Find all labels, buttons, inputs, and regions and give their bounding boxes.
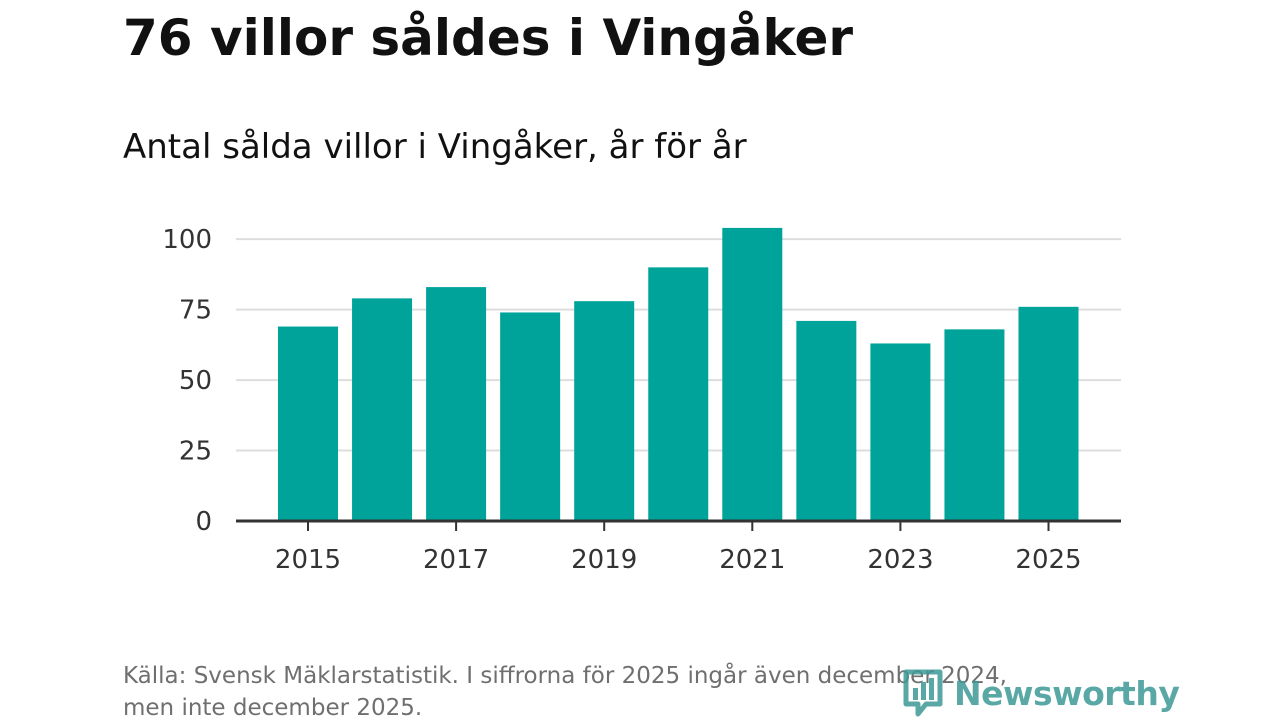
axes — [236, 519, 1121, 531]
source-line-1: Källa: Svensk Mäklarstatistik. I siffror… — [123, 663, 1007, 689]
y-tick-label-25: 25 — [179, 437, 212, 467]
bar-2016 — [352, 298, 413, 521]
bar-2018 — [500, 312, 561, 521]
y-tick-label-0: 0 — [195, 507, 212, 537]
bar-2020 — [648, 267, 709, 521]
chart-subtitle: Antal sålda villor i Vingåker, år för år — [123, 127, 747, 167]
bars — [278, 227, 1079, 521]
x-tick-label-2017: 2017 — [423, 545, 489, 575]
bar-2019 — [574, 301, 635, 521]
source-line-2: men inte december 2025. — [123, 695, 423, 720]
tick-labels: 0 25 50 75 100 2015 2017 2019 2021 2023 2025 — [162, 225, 1081, 575]
bar-2025 — [1018, 306, 1079, 521]
x-tick-label-2019: 2019 — [571, 545, 637, 575]
brand-name: Newsworthy — [954, 673, 1180, 713]
bar-2017 — [426, 287, 487, 521]
x-tick-label-2021: 2021 — [719, 545, 785, 575]
chart-title: 76 villor såldes i Vingåker — [123, 9, 854, 67]
bar-2023 — [870, 343, 931, 521]
y-tick-label-100: 100 — [162, 225, 212, 255]
x-tick-label-2025: 2025 — [1015, 545, 1081, 575]
y-tick-label-50: 50 — [179, 366, 212, 396]
bar-2022 — [796, 320, 857, 521]
x-tick-label-2015: 2015 — [275, 545, 341, 575]
brand-logo: Newsworthy — [902, 668, 1180, 718]
bar-2024 — [944, 329, 1005, 521]
bar-2021 — [722, 227, 783, 521]
x-tick-label-2023: 2023 — [867, 545, 933, 575]
bar-2015 — [278, 326, 338, 521]
y-tick-label-75: 75 — [179, 296, 212, 326]
newsworthy-logo-icon — [903, 669, 943, 717]
source-note: Källa: Svensk Mäklarstatistik. I siffror… — [123, 660, 1123, 720]
